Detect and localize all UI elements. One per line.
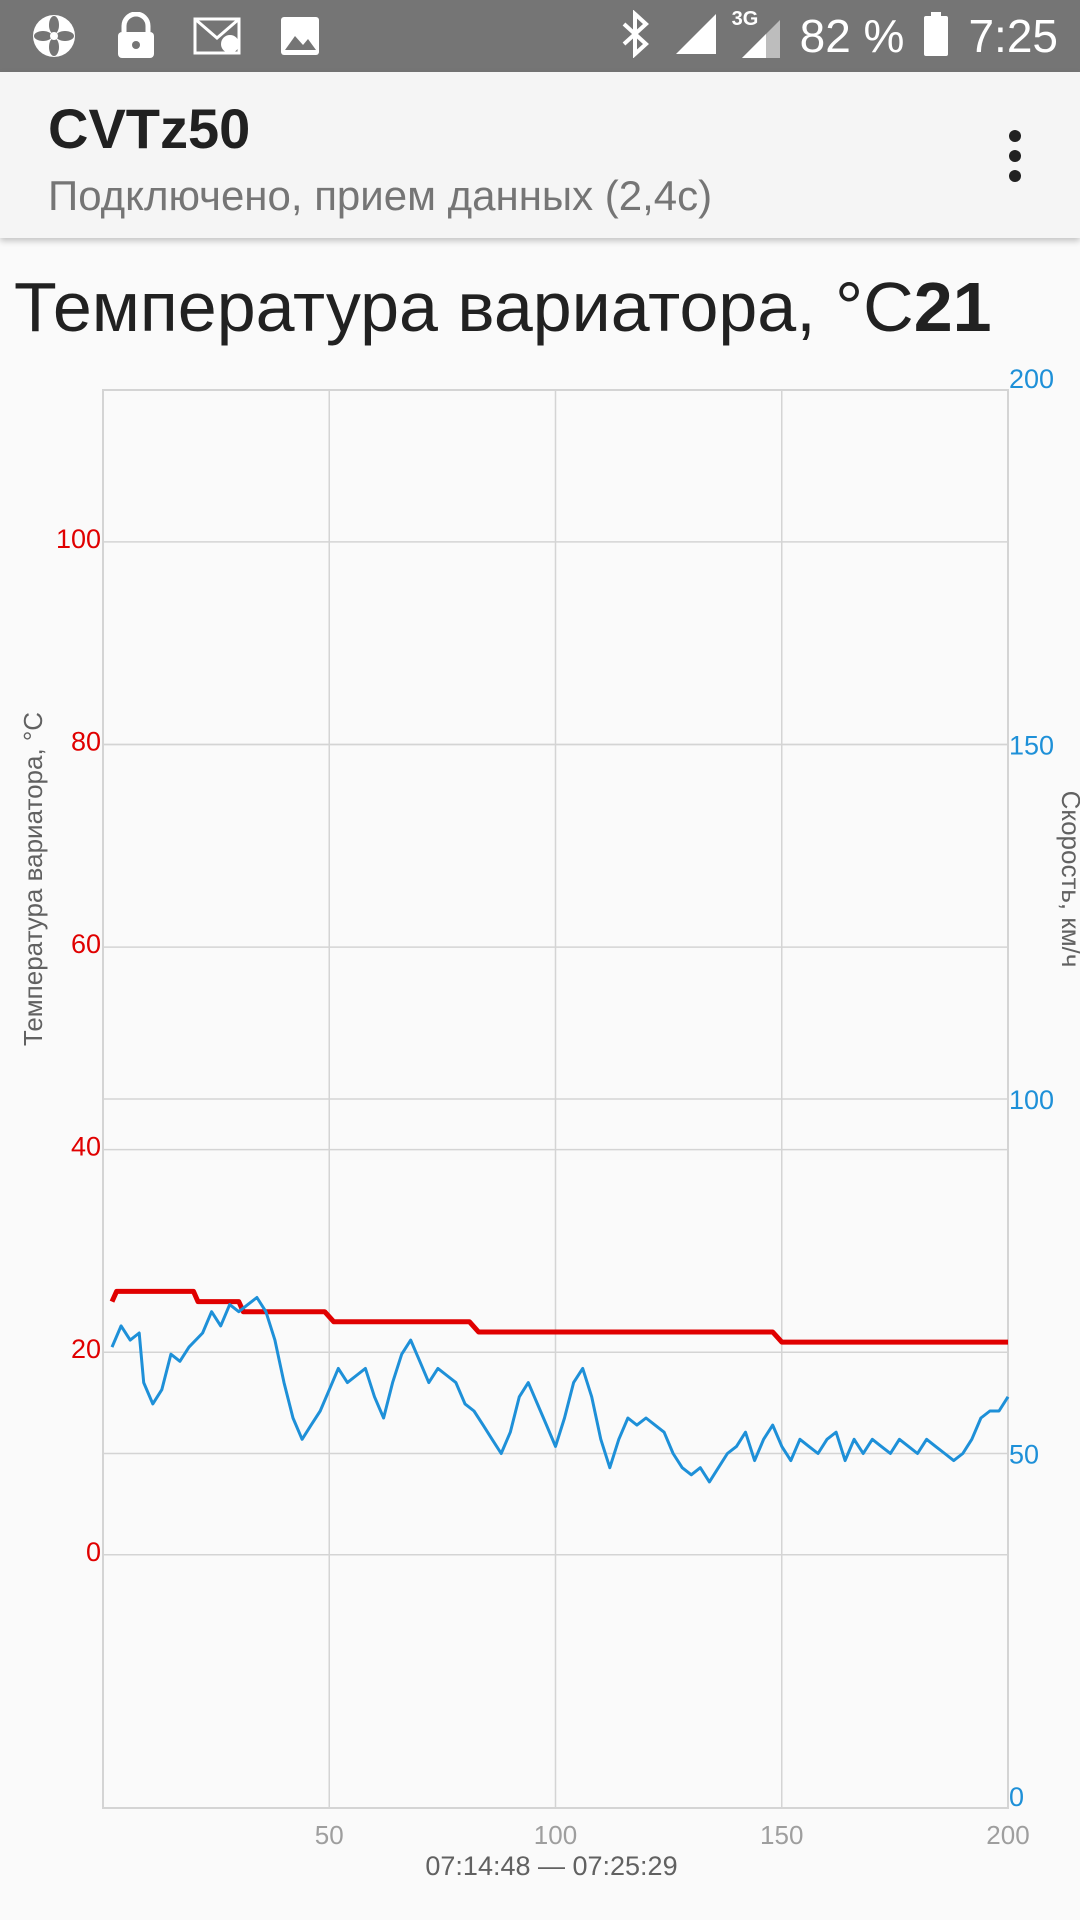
status-bar: 3G 82 % 7:25 (0, 0, 1080, 72)
fan-icon (28, 12, 80, 60)
right-axis-label: Скорость, км/ч (1056, 791, 1080, 968)
x-axis-tick-label: 100 (534, 1820, 577, 1850)
x-axis-tick-label: 150 (760, 1820, 803, 1850)
connection-status: Подключено, прием данных (2,4с) (48, 172, 713, 219)
temperature-speed-chart: 0 20 40 60 80 100 0 50 100 150 200 50 100 150 200 07:14… (18, 364, 1080, 1880)
x-axis-tick-label: 200 (986, 1820, 1029, 1850)
system-icons: 3G 82 % 7:25 (616, 0, 1058, 72)
image-icon (274, 12, 326, 60)
right-axis-tick-label: 100 (1009, 1085, 1054, 1115)
mail-icon (192, 12, 244, 60)
right-axis-tick-label: 200 (1009, 364, 1054, 394)
battery-percent: 82 % (799, 10, 905, 62)
left-axis-label: Температура вариатора, °C (18, 712, 48, 1046)
left-axis-tick-label: 0 (86, 1537, 101, 1567)
current-temperature-value: 21 (913, 268, 992, 346)
battery-icon (922, 10, 950, 62)
left-axis-tick-label: 100 (56, 524, 101, 554)
x-axis-tick-label: 50 (315, 1820, 344, 1850)
speed-series-line (110, 1296, 1010, 1484)
chart-title: Температура вариатора, °C21 (14, 262, 1074, 352)
bluetooth-icon (616, 9, 656, 62)
right-axis-tick-label: 150 (1009, 731, 1054, 761)
network-type-label: 3G (731, 8, 759, 30)
temperature-series-line (109, 1288, 1008, 1345)
left-axis-tick-label: 20 (71, 1334, 101, 1364)
right-axis-tick-label: 50 (1009, 1440, 1039, 1470)
left-axis-tick-label: 60 (71, 929, 101, 959)
right-axis-tick-label: 0 (1009, 1782, 1024, 1812)
overflow-menu-button[interactable] (980, 116, 1050, 196)
left-axis-tick-label: 40 (71, 1132, 101, 1162)
signal-icon (674, 12, 718, 60)
notification-icons (28, 12, 326, 60)
app-title: CVTz50 (48, 97, 251, 160)
more-vert-icon (1009, 130, 1021, 182)
status-time: 7:25 (968, 10, 1058, 62)
app-bar: CVTz50 Подключено, прием данных (2,4с) (0, 72, 1080, 238)
lock-icon (110, 12, 162, 60)
3g-signal-icon: 3G (732, 8, 782, 60)
time-range-label: 07:14:48 — 07:25:29 (425, 1851, 677, 1880)
left-axis-tick-label: 80 (71, 727, 101, 757)
chart-title-label: Температура вариатора, °C (14, 268, 914, 346)
